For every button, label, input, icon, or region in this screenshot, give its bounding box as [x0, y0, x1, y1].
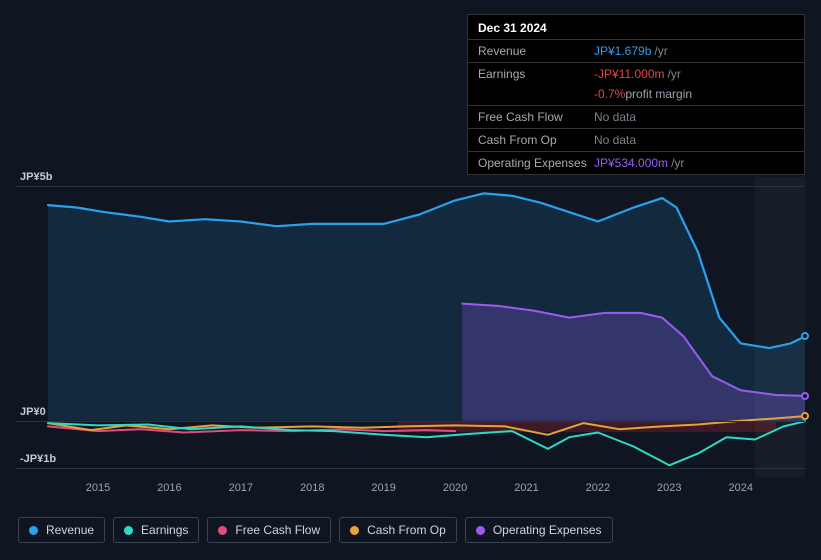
gridline [16, 421, 805, 422]
legend-item-cashop[interactable]: Cash From Op [339, 517, 457, 543]
series-end-marker-opex [801, 392, 809, 400]
legend-swatch [476, 526, 485, 535]
legend-swatch [218, 526, 227, 535]
x-axis-label: 2017 [229, 482, 253, 494]
chart-legend: Revenue Earnings Free Cash Flow Cash From O… [18, 517, 613, 543]
tooltip-label: Cash From Op [478, 133, 594, 147]
financials-chart[interactable] [48, 177, 805, 477]
x-axis-label: 2019 [371, 482, 395, 494]
tooltip-unit: /yr [654, 44, 667, 58]
x-axis-label: 2015 [86, 482, 110, 494]
x-axis-label: 2016 [157, 482, 181, 494]
tooltip-unit: /yr [671, 156, 684, 170]
legend-label: Free Cash Flow [235, 523, 320, 537]
tooltip-label: Operating Expenses [478, 156, 594, 170]
tooltip-value: -JP¥11.000m [594, 67, 664, 81]
y-axis-label: JP¥0 [20, 406, 46, 418]
legend-label: Earnings [141, 523, 188, 537]
x-axis-label: 2020 [443, 482, 467, 494]
y-axis-label: JP¥5b [20, 171, 52, 183]
legend-label: Cash From Op [367, 523, 446, 537]
x-axis-label: 2024 [728, 482, 752, 494]
gridline [16, 468, 805, 469]
legend-item-earnings[interactable]: Earnings [113, 517, 199, 543]
tooltip-subrow-earnings: -0.7% profit margin [468, 85, 804, 105]
x-axis-label: 2023 [657, 482, 681, 494]
tooltip-value: JP¥1.679b [594, 44, 651, 58]
tooltip-sub-text: profit margin [625, 87, 692, 101]
tooltip-value: No data [594, 133, 636, 147]
x-axis-label: 2018 [300, 482, 324, 494]
legend-item-revenue[interactable]: Revenue [18, 517, 105, 543]
chart-svg [48, 177, 805, 477]
tooltip-value: No data [594, 110, 636, 124]
tooltip-row-fcf: Free Cash FlowNo data [468, 105, 804, 128]
gridline [16, 186, 805, 187]
series-end-marker-revenue [801, 332, 809, 340]
data-tooltip: Dec 31 2024 RevenueJP¥1.679b/yrEarnings-… [467, 14, 805, 175]
tooltip-sub-value: -0.7% [594, 87, 625, 101]
x-axis-label: 2022 [586, 482, 610, 494]
legend-label: Revenue [46, 523, 94, 537]
legend-swatch [29, 526, 38, 535]
tooltip-unit: /yr [667, 67, 680, 81]
tooltip-row-revenue: RevenueJP¥1.679b/yr [468, 39, 804, 62]
legend-swatch [124, 526, 133, 535]
tooltip-label: Earnings [478, 67, 594, 81]
series-end-marker-cashop [801, 412, 809, 420]
legend-swatch [350, 526, 359, 535]
legend-item-fcf[interactable]: Free Cash Flow [207, 517, 331, 543]
tooltip-row-earnings: Earnings-JP¥11.000m/yr [468, 62, 804, 85]
legend-label: Operating Expenses [493, 523, 602, 537]
tooltip-label: Free Cash Flow [478, 110, 594, 124]
x-axis-label: 2021 [514, 482, 538, 494]
tooltip-label: Revenue [478, 44, 594, 58]
tooltip-row-opex: Operating ExpensesJP¥534.000m/yr [468, 151, 804, 174]
tooltip-row-cashop: Cash From OpNo data [468, 128, 804, 151]
tooltip-value: JP¥534.000m [594, 156, 668, 170]
y-axis-label: -JP¥1b [20, 453, 56, 465]
legend-item-opex[interactable]: Operating Expenses [465, 517, 613, 543]
tooltip-date: Dec 31 2024 [468, 15, 804, 39]
